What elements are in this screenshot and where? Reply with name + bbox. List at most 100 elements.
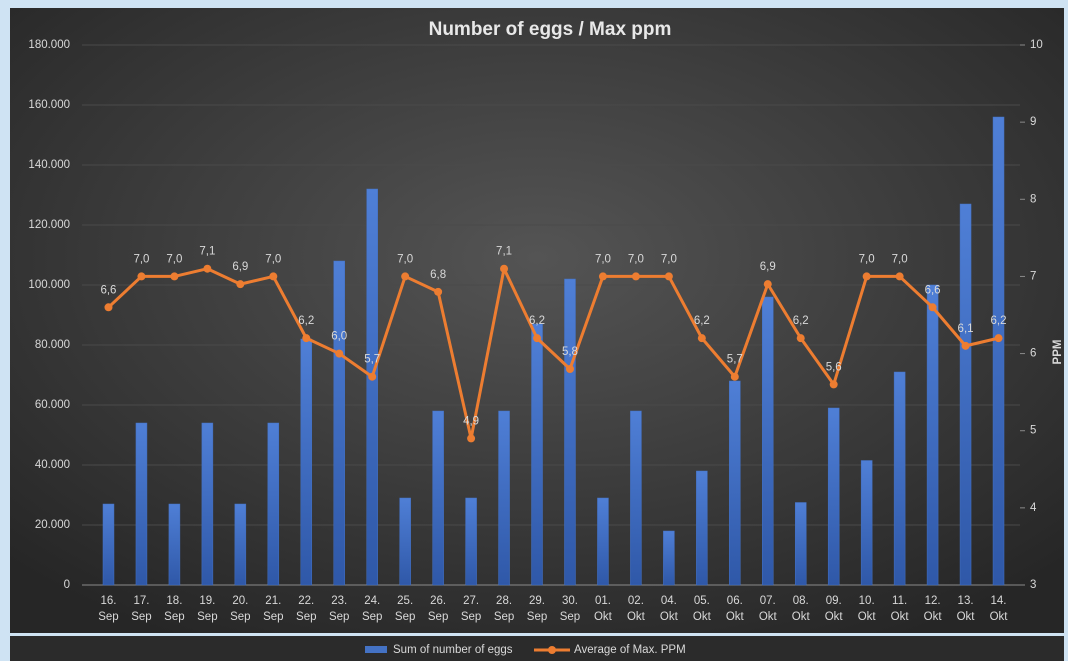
x-tick-label: 22. Sep — [290, 593, 322, 625]
bar — [400, 498, 411, 585]
line-point — [302, 334, 310, 342]
bar — [103, 504, 114, 585]
y2-tick-label: 7 — [1030, 270, 1036, 282]
bar — [499, 411, 510, 585]
x-tick-label: 05. Okt — [686, 593, 718, 625]
legend-swatch-point — [548, 646, 556, 654]
line-point — [335, 350, 343, 358]
x-tick-label: 18. Sep — [158, 593, 190, 625]
data-label: 7,0 — [892, 253, 908, 265]
line-point — [269, 272, 277, 280]
x-tick-label: 30. Sep — [554, 593, 586, 625]
bar — [301, 339, 312, 585]
data-label: 7,0 — [595, 253, 611, 265]
line-point — [731, 373, 739, 381]
line-point — [137, 272, 145, 280]
data-label: 4,9 — [463, 415, 479, 427]
x-tick-label: 21. Sep — [257, 593, 289, 625]
bar — [136, 423, 147, 585]
bar — [235, 504, 246, 585]
y-tick-label: 160.000 — [28, 99, 70, 111]
x-tick-label: 27. Sep — [455, 593, 487, 625]
line-point — [995, 334, 1003, 342]
y-tick-label: 40.000 — [35, 459, 70, 471]
x-tick-label: 14. Okt — [983, 593, 1015, 625]
data-label: 6,9 — [760, 261, 776, 273]
legend-label: Average of Max. PPM — [574, 644, 686, 656]
x-tick-label: 08. Okt — [785, 593, 817, 625]
data-label: 5,8 — [562, 346, 578, 358]
y2-tick-label: 4 — [1030, 502, 1037, 514]
x-tick-label: 09. Okt — [818, 593, 850, 625]
y-tick-label: 120.000 — [28, 219, 70, 231]
x-tick-label: 16. Sep — [92, 593, 124, 625]
line-point — [929, 303, 937, 311]
legend-label: Sum of number of eggs — [393, 644, 513, 656]
y-tick-label: 140.000 — [28, 159, 70, 171]
bar — [762, 297, 773, 585]
bar — [828, 408, 839, 585]
x-tick-label: 06. Okt — [719, 593, 751, 625]
y-tick-label: 0 — [64, 579, 70, 591]
line-point — [665, 272, 673, 280]
legend-swatch — [365, 646, 387, 653]
line-point — [500, 265, 508, 273]
y2-tick-label: 5 — [1030, 425, 1036, 437]
data-label: 7,0 — [859, 253, 875, 265]
line-point — [566, 365, 574, 373]
data-label: 6,8 — [430, 269, 446, 281]
bar — [960, 204, 971, 585]
bar — [169, 504, 180, 585]
line-point — [236, 280, 244, 288]
line-point — [533, 334, 541, 342]
data-label: 6,2 — [529, 315, 545, 327]
x-tick-label: 28. Sep — [488, 593, 520, 625]
x-tick-label: 29. Sep — [521, 593, 553, 625]
bar — [663, 531, 674, 585]
x-tick-label: 10. Okt — [851, 593, 883, 625]
line-point — [104, 303, 112, 311]
bar — [696, 471, 707, 585]
x-tick-label: 17. Sep — [125, 593, 157, 625]
bar — [597, 498, 608, 585]
bar — [564, 279, 575, 585]
data-label: 7,0 — [133, 253, 149, 265]
x-tick-label: 20. Sep — [224, 593, 256, 625]
line-point — [962, 342, 970, 350]
data-label: 6,9 — [232, 261, 248, 273]
line-point — [170, 272, 178, 280]
data-label: 7,0 — [628, 253, 644, 265]
x-tick-label: 11. Okt — [884, 593, 916, 625]
line-point — [698, 334, 706, 342]
data-label: 6,1 — [958, 323, 974, 335]
bar — [367, 189, 378, 585]
x-tick-label: 19. Sep — [191, 593, 223, 625]
y2-tick-label: 6 — [1030, 348, 1036, 360]
bar — [334, 261, 345, 585]
x-tick-label: 24. Sep — [356, 593, 388, 625]
y2-tick-label: 10 — [1030, 39, 1043, 51]
bar — [202, 423, 213, 585]
bar — [861, 461, 872, 586]
y2-tick-label: 8 — [1030, 193, 1036, 205]
y-tick-label: 20.000 — [35, 519, 70, 531]
x-tick-label: 13. Okt — [950, 593, 982, 625]
line-point — [797, 334, 805, 342]
data-label: 6,6 — [925, 284, 941, 296]
line-point — [632, 272, 640, 280]
x-tick-label: 02. Okt — [620, 593, 652, 625]
data-label: 7,0 — [661, 253, 677, 265]
line-point — [203, 265, 211, 273]
bar — [927, 285, 938, 585]
data-label: 6,2 — [694, 315, 710, 327]
bar — [993, 117, 1004, 585]
line-point — [599, 272, 607, 280]
line-point — [863, 272, 871, 280]
data-label: 7,0 — [397, 253, 413, 265]
chart: Number of eggs / Max ppm PPM Sum of numb… — [0, 0, 1068, 661]
x-tick-label: 25. Sep — [389, 593, 421, 625]
data-label: 5,7 — [364, 354, 380, 366]
x-tick-label: 04. Okt — [653, 593, 685, 625]
y2-tick-label: 9 — [1030, 116, 1036, 128]
bar — [630, 411, 641, 585]
